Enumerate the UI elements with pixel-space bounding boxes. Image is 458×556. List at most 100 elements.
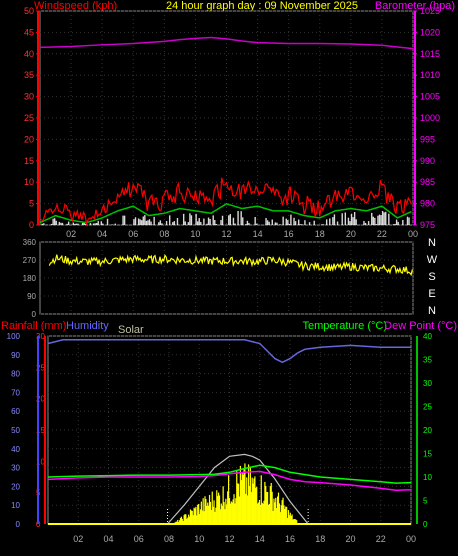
windspeed-tick-label: 40 [24,49,34,59]
gust-bar [393,224,394,225]
gust-bar [354,212,355,225]
x-tick-label: 02 [66,229,76,239]
compass-label: N [428,237,436,249]
gust-bar [52,219,53,225]
humidity-tick-label: 100 [7,332,21,341]
temperature-tick-label: 10 [423,473,432,482]
humidity-tick-label: 0 [16,520,21,529]
rainfall-axis-title: Rainfall (mm) [1,320,66,332]
gust-bar [293,218,294,225]
barometer-tick-label: 980 [420,199,435,209]
windspeed-tick-label: 15 [24,156,34,166]
windspeed-tick-label: 20 [24,134,34,144]
gust-bar [309,222,310,225]
compass-label: W [427,254,438,266]
windspeed-tick-label: 35 [24,70,34,80]
gust-bar [326,219,327,225]
x-tick-label: 08 [164,534,174,544]
gust-bar [160,220,161,225]
gust-bar [275,222,276,225]
gust-bar [43,223,44,225]
gust-bar [365,223,366,225]
temperature-tick-label: 25 [423,403,432,412]
gust-bar [73,223,74,225]
gust-bar [135,217,136,225]
gust-bar [90,223,91,225]
gust-bar [228,215,229,225]
windspeed-tick-label: 5 [29,199,34,209]
gust-bar [209,219,210,225]
x-tick-label: 20 [345,534,355,544]
gust-bar [349,221,350,225]
gust-bar [272,220,273,225]
gust-bar [124,216,125,225]
gust-bar [407,217,408,225]
gust-bar [234,223,235,225]
gust-bar [68,221,69,225]
gust-bar [377,216,378,225]
gust-bar [133,219,134,225]
humidity-tick-label: 80 [11,370,20,379]
humidity-line [48,340,411,363]
x-tick-label: 10 [194,534,204,544]
temperature-tick-label: 20 [423,426,432,435]
gust-bar [245,224,246,225]
humidity-tick-label: 40 [11,445,20,454]
gust-bar [197,221,198,225]
gust-bar [321,224,322,225]
x-tick-label: 16 [284,229,294,239]
gust-bar [56,221,57,225]
direction-tick-label: 90 [27,292,36,301]
gust-bar [74,224,75,225]
gust-bar [351,214,352,225]
windspeed-tick-label: 30 [24,92,34,102]
gust-bar [314,221,315,225]
gust-bar [172,222,173,225]
dewpoint-axis-title: Dew Point (°C) [384,320,457,332]
gust-bar [216,224,217,225]
gust-bar [248,223,249,225]
gust-bar [42,224,43,225]
x-tick-label: 18 [315,534,325,544]
gust-bar [279,224,280,225]
gust-bar [166,221,167,225]
x-tick-label: 06 [128,229,138,239]
humidity-tick-label: 20 [11,482,20,491]
x-tick-label: 22 [377,229,387,239]
gust-bar [385,212,386,225]
gust-bar [373,217,374,225]
gust-bar [323,224,324,225]
gust-bar [82,223,83,225]
gust-bar [189,213,190,225]
gust-bar [139,219,140,225]
gust-bar [355,219,356,225]
x-tick-label: 04 [97,229,107,239]
direction-tick-label: 0 [32,310,37,319]
barometer-tick-label: 1005 [420,92,440,102]
gust-bar [185,221,186,225]
barometer-tick-label: 990 [420,156,435,166]
gust-bar [98,221,99,225]
temperature-axis-title: Temperature (°C) [303,320,387,332]
compass-label: N [428,305,436,317]
gust-bar [102,224,103,225]
windspeed-tick-label: 50 [24,6,34,16]
x-tick-label: 22 [376,534,386,544]
gust-bar [143,217,144,225]
humidity-tick-label: 60 [11,407,20,416]
gust-bar [54,218,55,225]
gust-bar [138,218,139,225]
gust-bar [363,221,364,225]
gust-bar [66,224,67,225]
gust-bar [282,217,283,225]
x-tick-label: 00 [406,534,416,544]
gust-bar [213,215,214,225]
barometer-tick-label: 985 [420,177,435,187]
windspeed-line [40,178,411,224]
windspeed-tick-label: 45 [24,27,34,37]
gust-bar [371,213,372,225]
